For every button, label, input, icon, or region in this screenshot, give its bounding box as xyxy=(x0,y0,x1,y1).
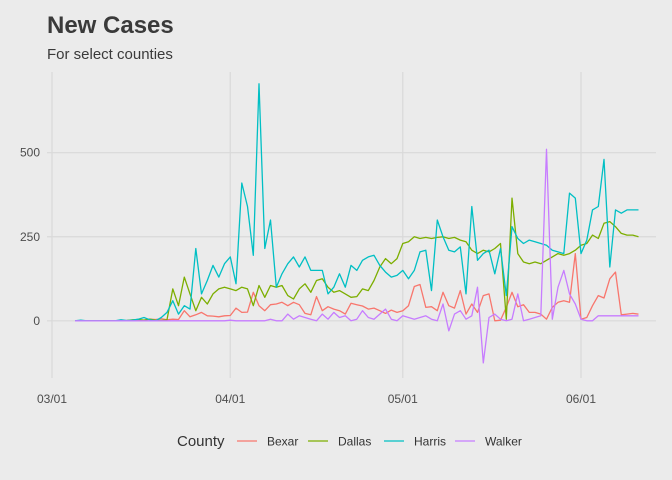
series-layer xyxy=(74,83,639,364)
y-tick-label: 500 xyxy=(20,146,40,160)
legend-label-harris: Harris xyxy=(414,435,446,449)
legend-label-bexar: Bexar xyxy=(267,435,298,449)
chart-subtitle: For select counties xyxy=(47,46,173,63)
chart-title: New Cases xyxy=(47,12,174,39)
x-tick-label: 04/01 xyxy=(215,392,245,406)
x-tick-label: 06/01 xyxy=(566,392,596,406)
series-line-walker xyxy=(75,148,639,364)
x-tick-label: 05/01 xyxy=(388,392,418,406)
legend-label-dallas: Dallas xyxy=(338,435,371,449)
series-line-harris xyxy=(74,83,639,322)
grid-layer xyxy=(47,72,656,378)
legend-label-walker: Walker xyxy=(485,435,522,449)
series-line-dallas xyxy=(75,197,639,322)
axis-layer: 0 250 500 03/01 04/01 05/01 06/01 xyxy=(20,146,596,406)
series-line-bexar xyxy=(75,252,639,322)
legend-title: County xyxy=(177,433,225,450)
legend: County Bexar Dallas Harris Walker xyxy=(177,433,522,450)
y-tick-label: 0 xyxy=(33,314,40,328)
y-tick-label: 250 xyxy=(20,230,40,244)
x-tick-label: 03/01 xyxy=(37,392,67,406)
